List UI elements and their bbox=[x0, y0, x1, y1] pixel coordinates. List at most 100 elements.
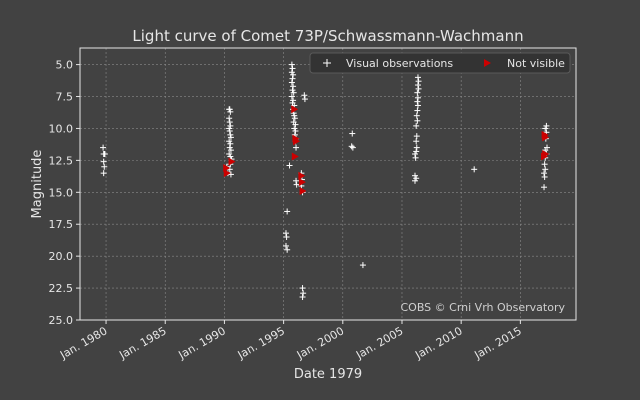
legend-box bbox=[309, 52, 571, 74]
visual-observation-point bbox=[415, 85, 422, 92]
not-visible-point bbox=[291, 152, 299, 161]
visual-observation-point bbox=[543, 144, 550, 151]
visual-observation-point bbox=[471, 166, 478, 173]
y-tick-label: 5.0 bbox=[56, 59, 74, 72]
visual-observation-point bbox=[541, 184, 548, 191]
visual-observation-point bbox=[412, 154, 419, 161]
y-tick-label: 10.0 bbox=[49, 122, 74, 135]
visual-observation-point bbox=[283, 233, 290, 240]
legend-visual-label: Visual observations bbox=[346, 57, 453, 70]
visual-observation-point bbox=[101, 150, 108, 157]
visual-observation-point bbox=[227, 108, 234, 115]
visual-observation-point bbox=[414, 89, 421, 96]
visual-observation-point bbox=[286, 162, 293, 169]
visual-observation-point bbox=[226, 144, 233, 151]
visual-observation-point bbox=[288, 93, 295, 100]
visual-observation-point bbox=[413, 144, 420, 151]
visual-observation-point bbox=[227, 134, 234, 141]
visual-observation-point bbox=[412, 150, 419, 157]
visual-observation-point bbox=[412, 177, 419, 184]
y-tick-label: 12.5 bbox=[49, 154, 74, 167]
visual-observation-point bbox=[282, 230, 289, 237]
not-visible-point bbox=[542, 133, 550, 142]
visual-observation-point bbox=[414, 82, 421, 89]
visual-observation-point bbox=[293, 177, 300, 184]
visual-observation-point bbox=[541, 173, 548, 180]
visual-observation-point bbox=[291, 112, 298, 119]
visual-observation-point bbox=[299, 294, 306, 301]
visual-observation-point bbox=[101, 163, 108, 170]
visual-observation-point bbox=[412, 172, 419, 179]
plot-area bbox=[80, 48, 576, 320]
not-visible-point bbox=[293, 137, 301, 146]
not-visible-point bbox=[298, 171, 306, 180]
visual-observation-point bbox=[541, 170, 548, 177]
visual-observation-point bbox=[300, 290, 307, 297]
y-tick-label: 7.5 bbox=[56, 91, 74, 104]
visual-observation-point bbox=[292, 128, 299, 135]
copyright-annotation: COBS © Crni Vrh Observatory bbox=[400, 301, 565, 314]
visual-observation-point bbox=[414, 98, 421, 105]
grid-lines bbox=[80, 48, 576, 321]
y-tick-label: 15.0 bbox=[49, 186, 74, 199]
visual-observation-point bbox=[288, 61, 295, 68]
visual-observation-point bbox=[227, 131, 234, 138]
x-axis-label: Date 1979 bbox=[294, 367, 362, 382]
visual-observation-point bbox=[291, 125, 298, 132]
visual-observation-point bbox=[290, 89, 297, 96]
not-visible-point bbox=[542, 149, 550, 158]
y-tick-label: 17.5 bbox=[49, 218, 74, 231]
visual-observation-point bbox=[282, 242, 289, 249]
visual-observation-point bbox=[289, 75, 296, 82]
visual-observation-point bbox=[413, 133, 420, 140]
visual-observation-point bbox=[226, 119, 233, 126]
y-axis-label: Magnitude bbox=[30, 150, 45, 219]
y-tick-label: 25.0 bbox=[49, 314, 74, 327]
visual-observation-point bbox=[349, 144, 356, 151]
visual-observation-point bbox=[226, 106, 233, 113]
visual-observation-point bbox=[284, 246, 291, 253]
visual-observation-point bbox=[413, 138, 420, 145]
visual-observation-point bbox=[541, 161, 548, 168]
visual-observation-point bbox=[100, 144, 107, 151]
y-axis-ticks: 5.0 7.5 10.0 12.5 15.0 17.5 20.0 22.5 25.0 bbox=[49, 59, 80, 327]
visual-observation-point bbox=[291, 115, 298, 122]
visual-observation-point bbox=[289, 87, 296, 94]
not-visible-point bbox=[223, 169, 231, 178]
legend-visual-marker bbox=[323, 59, 331, 67]
visual-observation-point bbox=[415, 78, 422, 85]
visual-observation-point bbox=[290, 83, 297, 90]
visual-observation-point bbox=[226, 150, 233, 157]
visual-observation-point bbox=[288, 69, 295, 76]
visual-observation-point bbox=[542, 166, 549, 173]
visual-observation-point bbox=[543, 122, 550, 129]
visual-observation-point bbox=[349, 130, 356, 137]
visual-observation-point bbox=[227, 171, 234, 178]
chart-title: Light curve of Comet 73P/Schwassmann-Wac… bbox=[132, 27, 523, 45]
visual-observation-point bbox=[290, 71, 297, 78]
visual-observation-point bbox=[226, 128, 233, 135]
not-visible-point bbox=[291, 105, 299, 114]
visual-observation-point bbox=[227, 153, 234, 160]
visual-observation-point bbox=[290, 97, 297, 104]
visual-observation-point bbox=[289, 65, 296, 72]
visual-observation-point bbox=[288, 79, 295, 86]
visual-observation-point bbox=[227, 122, 234, 129]
visual-observation-point bbox=[414, 117, 421, 124]
not-visible-point bbox=[228, 157, 236, 166]
visual-observation-point bbox=[226, 138, 233, 145]
visual-observation-point bbox=[359, 262, 366, 269]
visual-observation-point bbox=[414, 102, 421, 109]
visual-observation-point bbox=[414, 107, 421, 114]
visual-observation-point bbox=[413, 122, 420, 129]
visual-observation-point bbox=[227, 140, 234, 147]
legend-not-visible-marker bbox=[484, 59, 491, 67]
visual-observation-point bbox=[413, 148, 420, 155]
visual-observation-point bbox=[413, 175, 420, 182]
visual-observation-point bbox=[100, 158, 107, 165]
visual-observation-point bbox=[413, 112, 420, 119]
plot-frame bbox=[79, 47, 577, 321]
visual-observation-point bbox=[301, 96, 308, 103]
visual-observation-point bbox=[293, 181, 300, 188]
